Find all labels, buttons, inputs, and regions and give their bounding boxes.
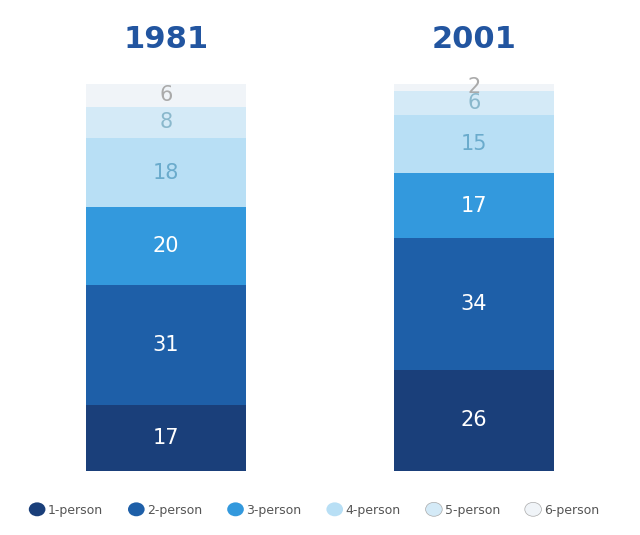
Bar — [394, 83, 554, 91]
Text: 6-person: 6-person — [544, 505, 599, 517]
Text: 17: 17 — [153, 428, 179, 448]
Text: 1-person: 1-person — [48, 505, 103, 517]
Text: 2: 2 — [467, 78, 481, 97]
Text: 3-person: 3-person — [246, 505, 301, 517]
Text: 34: 34 — [461, 294, 487, 314]
Text: 5-person: 5-person — [445, 505, 500, 517]
Bar — [394, 91, 554, 114]
Bar — [86, 107, 246, 138]
Bar — [394, 370, 554, 471]
Bar — [394, 114, 554, 173]
Bar — [394, 239, 554, 370]
Text: 20: 20 — [153, 236, 179, 256]
Title: 1981: 1981 — [124, 25, 209, 54]
Bar — [86, 405, 246, 471]
Bar — [86, 285, 246, 405]
Bar — [86, 83, 246, 107]
Text: 18: 18 — [153, 163, 179, 182]
Bar — [394, 173, 554, 239]
Text: 15: 15 — [461, 134, 487, 154]
Text: 31: 31 — [153, 335, 179, 355]
Bar — [86, 208, 246, 285]
Bar — [86, 138, 246, 208]
Title: 2001: 2001 — [431, 25, 516, 54]
Text: 6: 6 — [467, 93, 481, 113]
Text: 26: 26 — [461, 410, 487, 431]
Text: 6: 6 — [159, 85, 173, 105]
Text: 8: 8 — [159, 112, 173, 132]
Text: 17: 17 — [461, 195, 487, 216]
Text: 4-person: 4-person — [346, 505, 401, 517]
Text: 2-person: 2-person — [147, 505, 202, 517]
